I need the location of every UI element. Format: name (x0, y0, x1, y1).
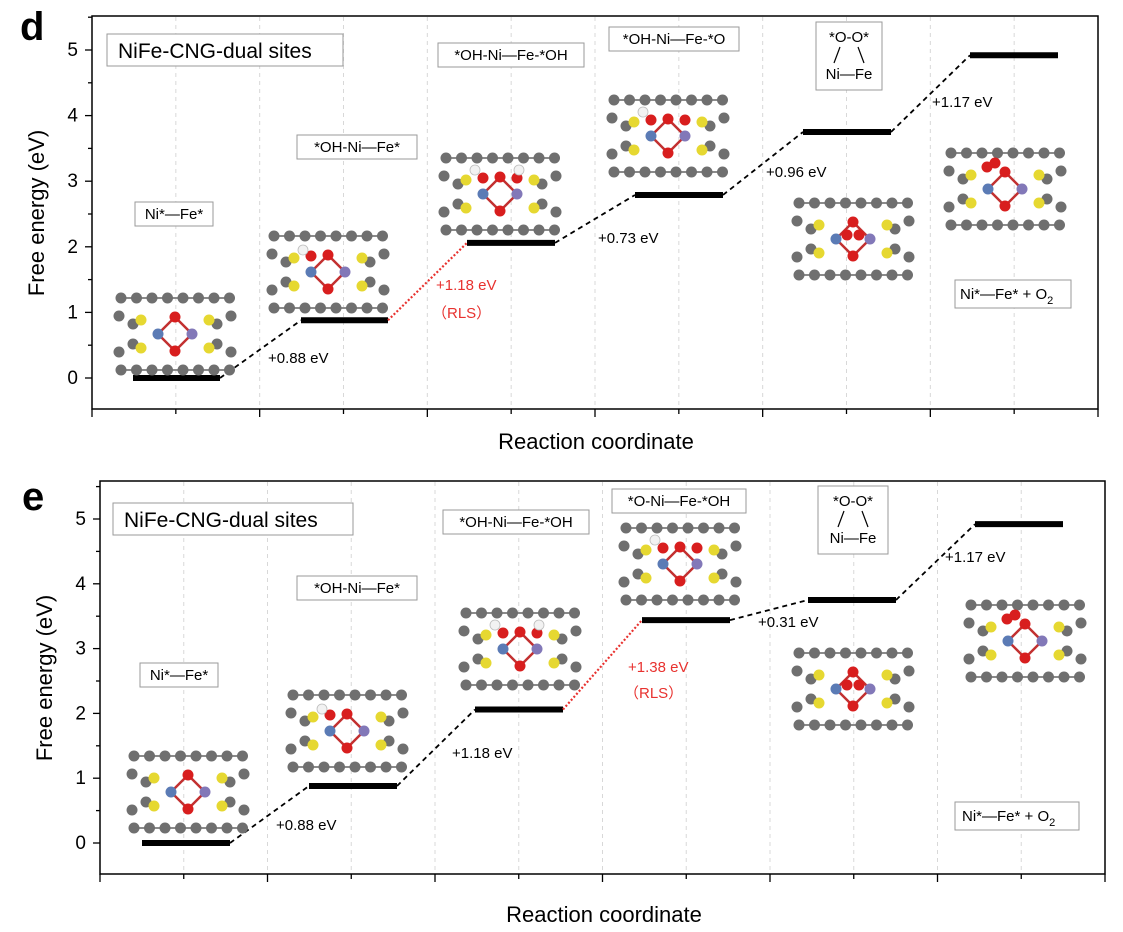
panel-e: e 0 1 2 3 4 5 Free energy (eV) Reaction coord… (22, 475, 1106, 927)
state-box-s0-d (134, 201, 214, 227)
step-connector (722, 131, 804, 196)
state-label-s4-top-d: *O-O* (829, 29, 869, 46)
step-label-3-d: +0.73 eV (598, 230, 658, 247)
rls-label-d: （RLS） (432, 305, 491, 322)
state-label-s5-main-d: Ni*—Fe* + O (960, 286, 1047, 303)
state-label-s3-d: *OH-Ni—Fe-*O (623, 31, 726, 48)
step-label-5-d: +1.17 eV (932, 94, 992, 111)
state-label-s1-d: *OH-Ni—Fe* (314, 139, 400, 156)
title-box-d (106, 33, 344, 67)
chart-title-e: NiFe-CNG-dual sites (124, 509, 318, 532)
state-box-s0-e (139, 662, 219, 688)
y-axis-title-e: Free energy (eV) (32, 595, 57, 761)
bond-line-left-d (833, 46, 841, 64)
state-label-s4-top-e: *O-O* (833, 493, 873, 510)
rls-label-e: （RLS） (624, 685, 683, 702)
y-tick-label: 4 (75, 574, 86, 595)
y-tick-label: 0 (75, 833, 86, 854)
bond-line-right-d (857, 46, 865, 64)
structure-image-s0-e (126, 750, 250, 834)
state-box-s3-d (608, 26, 740, 52)
step-label-4-d: +0.96 eV (766, 164, 826, 181)
state-box-s5-e (954, 801, 1080, 831)
state-label-s4-bottom-d: Ni—Fe (826, 66, 873, 83)
chart-title-d: NiFe-CNG-dual sites (118, 40, 312, 63)
structure-image-s4-e (791, 647, 915, 731)
y-ticks-e: 0 1 2 3 4 5 (75, 485, 1106, 882)
state-label-s1-e: *OH-Ni—Fe* (314, 580, 400, 597)
step-connector (729, 599, 809, 621)
state-label-s3-e: *O-Ni—Fe-*OH (628, 493, 731, 510)
structure-image-s3-d (606, 94, 730, 178)
step-label-4-e: +0.31 eV (758, 614, 818, 631)
state-label-s5-main-e: Ni*—Fe* + O (962, 808, 1049, 825)
y-tick-label: 5 (67, 40, 78, 61)
step-label-2-e: +1.18 eV (452, 745, 512, 762)
state-label-s0-d: Ni*—Fe* (145, 206, 204, 223)
state-box-s5-d (954, 279, 1072, 309)
structure-image-s2-d (438, 152, 562, 236)
structure-image-s1-d (266, 230, 390, 314)
step-connector (396, 708, 476, 787)
y-tick-label: 3 (75, 639, 86, 660)
y-tick-label: 1 (67, 302, 78, 323)
state-label-s0-e: Ni*—Fe* (150, 667, 209, 684)
state-box-s1-d (296, 134, 418, 160)
step-label-5-e: +1.17 eV (945, 549, 1005, 566)
x-axis-title-e: Reaction coordinate (506, 902, 702, 927)
step-connector (895, 523, 976, 601)
structure-image-s5-e (963, 599, 1087, 683)
rls-connector (387, 242, 468, 322)
y-tick-label: 2 (67, 237, 78, 258)
panel-d: d 0 1 2 3 4 5 Free energy (eV) Reaction coord… (20, 5, 1099, 454)
y-tick-label: 0 (67, 368, 78, 389)
state-box-s4-e (817, 485, 889, 555)
step-connector (890, 54, 971, 133)
step-connector (219, 319, 302, 379)
y-tick-label: 1 (75, 768, 86, 789)
title-box-e (112, 502, 354, 536)
panel-letter-d: d (20, 5, 44, 49)
state-box-s2-d (437, 42, 585, 68)
state-label-s5-e: Ni*—Fe* + O2 (962, 808, 1055, 829)
step-connector (554, 194, 636, 244)
y-tick-label: 4 (67, 106, 78, 127)
energy-levels-e (142, 521, 1063, 846)
state-box-s3-e (611, 488, 747, 514)
state-box-s2-e (442, 509, 590, 535)
state-label-s5-sub-d: 2 (1047, 295, 1053, 307)
state-label-s4-bottom-e: Ni—Fe (830, 530, 877, 547)
structure-image-s3-e (618, 522, 742, 606)
step-connector (229, 785, 310, 844)
energy-levels-d (133, 52, 1058, 381)
bond-line-right-e (861, 510, 869, 528)
structure-image-s1-e (285, 689, 409, 773)
step-label-3-e: +1.38 eV (628, 659, 688, 676)
step-label-1-d: +0.88 eV (268, 350, 328, 367)
y-tick-label: 5 (75, 509, 86, 530)
state-label-s2-d: *OH-Ni—Fe-*OH (454, 47, 567, 64)
bond-line-left-e (837, 510, 845, 528)
structure-image-s0-d (113, 292, 237, 376)
y-ticks-d: 0 1 2 3 4 5 (67, 16, 1099, 417)
y-tick-label: 2 (75, 703, 86, 724)
state-label-s2-e: *OH-Ni—Fe-*OH (459, 514, 572, 531)
structure-image-s4-d (791, 197, 915, 281)
y-axis-title-d: Free energy (eV) (24, 130, 49, 296)
step-label-2-d: +1.18 eV (436, 277, 496, 294)
state-box-s1-e (296, 575, 418, 601)
state-label-s5-d: Ni*—Fe* + O2 (960, 286, 1053, 307)
y-tick-label: 3 (67, 171, 78, 192)
x-axis-title-d: Reaction coordinate (498, 429, 694, 454)
state-box-s4-d (815, 21, 883, 91)
step-label-1-e: +0.88 eV (276, 817, 336, 834)
structure-image-s5-d (943, 147, 1067, 231)
state-label-s5-sub-e: 2 (1049, 817, 1055, 829)
structure-image-s2-e (458, 607, 582, 691)
panel-letter-e: e (22, 475, 44, 519)
